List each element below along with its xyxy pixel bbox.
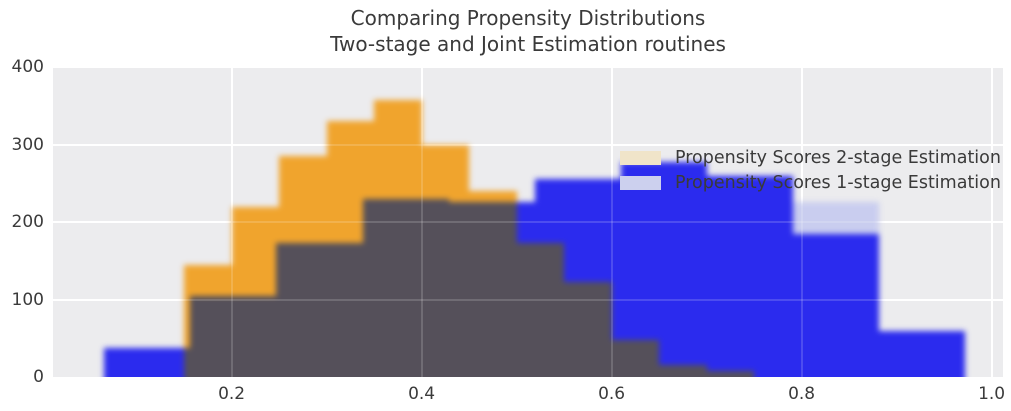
legend-entry-1stage: Propensity Scores 1-stage Estimation bbox=[612, 170, 1003, 195]
gridlines-over bbox=[53, 67, 1003, 377]
y-tick-label-0: 0 bbox=[33, 367, 44, 387]
histogram-overlap-bar bbox=[659, 365, 707, 377]
histogram-overlap-bar bbox=[231, 295, 277, 377]
x-tick-label-0.4: 0.4 bbox=[408, 384, 436, 404]
grid-line-x-0.8 bbox=[800, 67, 803, 377]
histogram-overlap-bar bbox=[469, 201, 517, 377]
histogram-overlap-bar bbox=[279, 242, 327, 377]
x-tick-label-0.6: 0.6 bbox=[598, 384, 626, 404]
histogram-overlap-bar bbox=[421, 198, 449, 377]
histogram-overlap-bar bbox=[620, 339, 660, 377]
y-tick-label-300: 300 bbox=[11, 134, 44, 155]
legend-swatch-1stage bbox=[620, 175, 661, 190]
histogram-overlap-bar bbox=[564, 282, 612, 377]
grid-line-y-200 bbox=[53, 221, 1003, 223]
histogram-overlap-bar bbox=[706, 370, 755, 377]
histogram-bars bbox=[53, 67, 1003, 377]
grid-line-x-0.6 bbox=[610, 67, 613, 377]
legend-label-1stage: Propensity Scores 1-stage Estimation bbox=[675, 172, 1001, 193]
histogram-bar-1stage bbox=[792, 233, 879, 377]
plot-area: Propensity Scores 2-stage Estimation Pro… bbox=[53, 67, 1003, 377]
legend-entry-2stage: Propensity Scores 2-stage Estimation bbox=[612, 145, 1003, 170]
histogram-bar-1stage bbox=[878, 330, 965, 377]
histogram-overlap-bar bbox=[611, 339, 621, 377]
grid-line-y-300 bbox=[53, 143, 1003, 146]
grid-line-y-300 bbox=[53, 143, 1003, 146]
x-tick-label-1.0: 1.0 bbox=[978, 384, 1006, 404]
grid-line-x-1 bbox=[990, 67, 993, 377]
histogram-bar-1stage bbox=[104, 348, 191, 377]
x-tick-label-0.2: 0.2 bbox=[218, 384, 246, 404]
histogram-overlap-bar bbox=[516, 242, 535, 377]
legend-swatch-2stage bbox=[620, 150, 661, 165]
histogram-overlap-bar bbox=[326, 242, 363, 377]
y-tick-label-100: 100 bbox=[11, 289, 44, 310]
histogram-overlap-bar bbox=[374, 198, 422, 377]
grid-line-y-400 bbox=[53, 67, 1003, 68]
histogram-overlap-bar bbox=[190, 295, 232, 377]
chart-title-line2: Two-stage and Joint Estimation routines bbox=[330, 32, 726, 56]
grid-line-x-0.4 bbox=[420, 67, 423, 377]
y-tick-label-200: 200 bbox=[11, 212, 44, 232]
grid-line-y-400 bbox=[53, 67, 1003, 68]
y-tick-label-400: 400 bbox=[11, 57, 44, 77]
histogram-overlap-bar bbox=[276, 242, 280, 377]
chart-title: Comparing Propensity Distributions Two-s… bbox=[53, 5, 1003, 57]
histogram-overlap-bar bbox=[534, 242, 565, 377]
grid-line-y-100 bbox=[53, 298, 1003, 301]
histogram-overlap-bar bbox=[184, 348, 191, 377]
legend: Propensity Scores 2-stage Estimation Pro… bbox=[612, 138, 1003, 202]
grid-line-x-0.2 bbox=[230, 67, 233, 377]
histogram-overlap-bar bbox=[448, 201, 470, 377]
histogram-overlap-bar bbox=[362, 198, 375, 377]
histogram-bar-1stage bbox=[706, 175, 793, 377]
chart-title-line1: Comparing Propensity Distributions bbox=[350, 6, 706, 30]
x-tick-label-0.8: 0.8 bbox=[788, 384, 816, 404]
legend-label-2stage: Propensity Scores 2-stage Estimation bbox=[675, 147, 1001, 168]
grid-line-x-1 bbox=[990, 67, 993, 377]
